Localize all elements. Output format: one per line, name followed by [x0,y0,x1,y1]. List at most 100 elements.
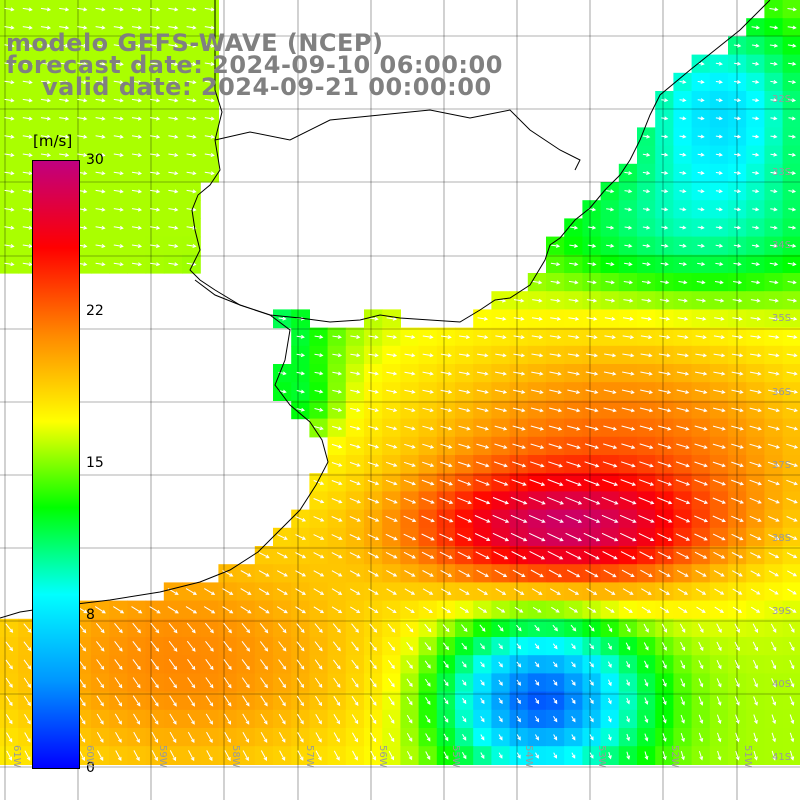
wind-arrow [457,497,472,504]
wind-arrow-head [28,98,33,103]
wind-arrow-head [100,720,104,725]
wind-arrow [296,713,304,724]
wind-arrow [458,353,470,357]
wind-arrow [623,299,633,302]
wind-arrow-head [246,629,251,634]
wind-arrow-head [192,62,197,66]
wind-arrow-head [702,316,707,321]
wind-arrow-head [173,647,178,652]
wind-arrow-head [535,754,539,759]
wind-arrow-head [101,7,106,12]
wind-arrow-head [538,298,543,303]
wind-arrow [386,353,397,357]
wind-arrow-head [499,699,503,705]
wind-arrow [786,443,798,449]
wind-arrow-head [700,98,705,103]
wind-arrow-head [462,681,467,686]
wind-arrow [22,7,32,11]
wind-arrow [731,407,743,412]
wind-arrow-head [466,390,471,394]
wind-arrow [296,371,305,375]
wind-arrow-head [393,573,398,577]
wind-arrow-head [539,353,544,358]
wind-arrow [113,44,123,47]
wind-arrow [583,496,600,505]
wind-arrow-head [757,536,762,541]
wind-arrow [132,677,141,688]
wind-arrow-head [537,609,542,613]
wind-arrow-head [647,609,652,613]
wind-arrow-head [792,7,797,12]
wind-arrow-head [65,80,70,85]
wind-arrow [351,641,359,651]
wind-arrow [40,62,51,65]
wind-arrow [565,550,581,560]
wind-arrow [459,588,470,595]
wind-arrow [113,226,123,229]
wind-arrow [40,135,51,138]
wind-arrow-head [192,244,197,248]
wind-arrow-head [793,426,799,431]
wind-arrow-head [411,353,416,358]
wind-arrow-head [83,25,88,30]
wind-arrow-head [772,683,777,688]
wind-arrow-head [372,756,376,761]
wind-arrow [550,317,561,320]
wind-arrow-head [409,646,414,651]
wind-arrow [770,208,777,211]
wind-arrow-head [408,737,413,742]
wind-arrow [735,714,740,724]
wind-arrow-head [626,737,630,742]
wind-arrow-head [575,591,580,595]
wind-arrow-head [10,62,15,66]
wind-arrow [296,390,305,393]
wind-arrow-head [793,335,798,339]
wind-arrow-head [792,25,797,30]
wind-arrow [114,713,122,725]
wind-arrow-head [614,519,619,523]
wind-arrow-head [756,609,761,613]
wind-arrow [114,640,123,652]
wind-arrow [547,532,564,541]
wind-arrow [569,226,578,229]
wind-arrow [676,569,689,577]
wind-arrow-head [668,500,673,505]
wind-arrow-head [318,683,323,688]
wind-arrow-head [610,207,615,212]
lat-label: 32S [772,94,792,105]
wind-arrow [658,569,671,577]
wind-arrow-head [792,572,798,577]
wind-arrow-head [356,499,361,504]
wind-arrow [493,461,508,467]
wind-arrow [297,750,304,761]
wind-arrow-head [757,335,762,339]
wind-arrow-head [703,463,708,468]
wind-arrow-head [590,699,594,705]
wind-arrow-head [613,445,618,449]
wind-arrow-head [594,390,599,394]
wind-arrow-head [337,335,342,339]
wind-arrow [642,262,650,265]
wind-arrow-head [173,684,178,689]
wind-arrow-head [464,609,470,613]
wind-arrow [585,371,598,375]
wind-arrow-head [791,116,796,121]
wind-arrow [715,244,723,247]
wind-arrow [151,731,158,743]
wind-arrow [475,479,490,486]
wind-arrow-head [502,408,508,413]
wind-arrow-head [644,719,649,724]
wind-arrow [604,317,615,320]
wind-arrow-head [9,647,14,652]
wind-arrow-head [646,280,652,285]
wind-arrow-head [192,43,197,48]
wind-arrow [749,461,762,467]
wind-arrow-head [755,43,760,48]
wind-arrow [769,8,778,11]
wind-arrow-head [137,80,143,85]
wind-arrow-head [593,335,598,340]
wind-arrow [513,317,524,320]
wind-arrow-head [100,665,105,670]
wind-arrow [443,697,449,704]
